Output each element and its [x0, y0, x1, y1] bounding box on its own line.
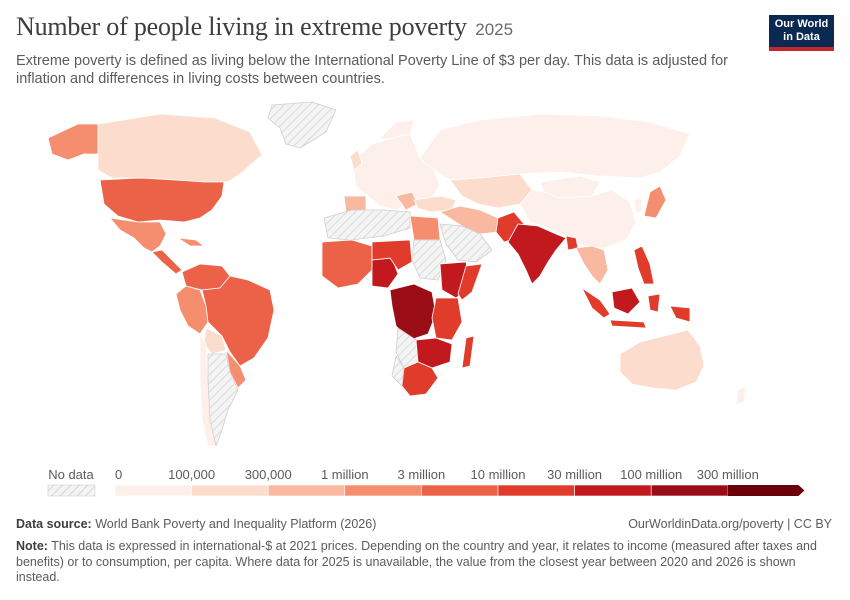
region-egypt[interactable] [409, 215, 441, 241]
region-new-zealand[interactable] [735, 385, 747, 405]
legend-tick-label: 10 million [471, 467, 526, 482]
region-canada[interactable] [97, 113, 263, 183]
chart-year: 2025 [475, 20, 514, 39]
region-australia[interactable] [619, 329, 705, 391]
note-label: Note: [16, 539, 48, 553]
region-madagascar[interactable] [461, 335, 475, 369]
legend-bin [497, 484, 575, 497]
region-east-africa[interactable] [431, 297, 463, 341]
legend-tick-label: 0 [115, 467, 122, 482]
legend-tick-label: 300 million [697, 467, 759, 482]
region-north-africa[interactable] [323, 209, 411, 241]
region-west-africa[interactable] [321, 239, 373, 289]
region-scandinavia[interactable] [377, 119, 415, 141]
region-mexico[interactable] [109, 217, 167, 253]
region-uk[interactable] [349, 149, 363, 171]
region-borneo[interactable] [611, 287, 641, 315]
chart-title: Number of people living in extreme pover… [16, 12, 467, 41]
region-argentina[interactable] [207, 353, 239, 447]
legend-bin [267, 484, 346, 497]
region-central-asia[interactable] [449, 173, 533, 209]
region-niger-chad[interactable] [371, 239, 413, 271]
legend-tick-label: 300,000 [245, 467, 292, 482]
region-namibia[interactable] [391, 355, 405, 387]
region-japan[interactable] [643, 185, 667, 219]
region-drc[interactable] [389, 283, 437, 341]
region-alaska[interactable] [47, 123, 99, 161]
region-philippines[interactable] [633, 245, 655, 285]
chart-title-row: Number of people living in extreme pover… [16, 12, 756, 42]
region-china[interactable] [519, 189, 637, 249]
region-java[interactable] [609, 319, 647, 329]
logo-line-1: Our World [774, 18, 829, 30]
legend-no-data-label: No data [48, 467, 94, 482]
region-caribbean[interactable] [177, 237, 205, 247]
legend-bin [650, 484, 729, 497]
legend-tick-label: 100,000 [168, 467, 215, 482]
region-russia[interactable] [419, 113, 691, 181]
data-source-text: World Bank Poverty and Inequality Platfo… [95, 517, 377, 531]
logo-line-2: in Data [783, 31, 820, 43]
legend-tick-labels: 0 100,000 300,000 1 million 3 million 10 mill… [115, 467, 759, 482]
region-india[interactable] [507, 223, 567, 285]
legend-tick-label: 1 million [321, 467, 369, 482]
footnote: Note: This data is expressed in internat… [16, 539, 826, 586]
legend-bin [191, 484, 269, 497]
chart-subtitle: Extreme poverty is defined as living bel… [16, 53, 728, 87]
legend-tick-label: 3 million [398, 467, 446, 482]
region-new-guinea[interactable] [669, 305, 691, 323]
owid-logo[interactable]: Our World in Data [769, 15, 834, 51]
footer-link[interactable]: OurWorldinData.org/poverty | CC BY [628, 517, 832, 531]
region-sumatra[interactable] [581, 287, 611, 319]
world-map [47, 101, 747, 447]
region-greenland[interactable] [267, 101, 337, 149]
legend-bin [114, 484, 192, 497]
region-southeast-asia[interactable] [575, 245, 609, 285]
legend-bin [574, 484, 652, 497]
region-korea[interactable] [633, 197, 643, 213]
legend-bin-arrow [727, 485, 805, 496]
note-text: This data is expressed in international-… [16, 539, 817, 584]
region-somalia[interactable] [457, 263, 483, 301]
region-south-africa[interactable] [401, 361, 439, 397]
legend-bin [344, 484, 422, 497]
data-source: Data source: World Bank Poverty and Ineq… [16, 517, 376, 531]
legend-bin [421, 484, 499, 497]
legend-tick-label: 100 million [620, 467, 682, 482]
legend-tick-label: 30 million [547, 467, 602, 482]
region-arabia[interactable] [439, 223, 493, 263]
region-brazil[interactable] [201, 275, 275, 367]
color-legend: No data 0 100,000 300,000 1 million 3 millio… [47, 467, 805, 497]
region-usa[interactable] [99, 177, 225, 223]
region-sulawesi[interactable] [647, 293, 661, 313]
region-central-america[interactable] [151, 249, 183, 275]
data-source-label: Data source: [16, 517, 92, 531]
legend-bins [114, 484, 805, 497]
legend-no-data-swatch [47, 484, 96, 497]
